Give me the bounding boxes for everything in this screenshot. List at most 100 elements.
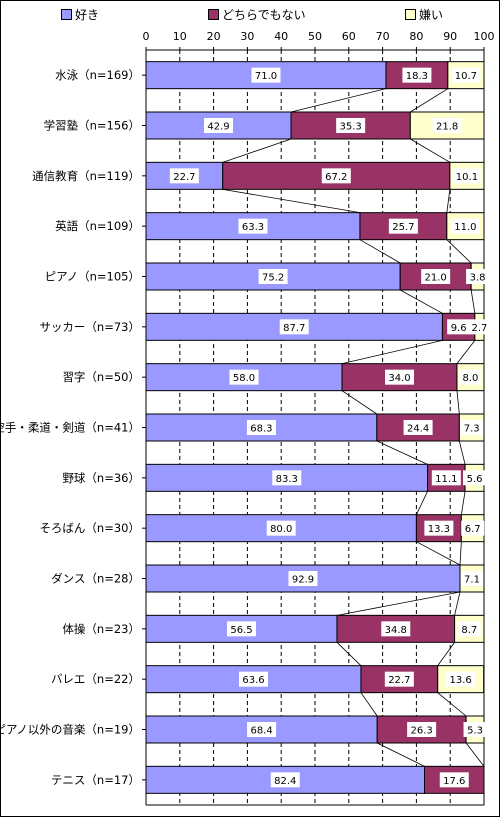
data-label: 82.4	[274, 776, 296, 787]
data-label-box	[226, 621, 256, 637]
category-label: ピアノ（n=105）	[45, 270, 140, 284]
category-label: 体操（n=23）	[62, 622, 140, 636]
series-connector-line	[410, 88, 449, 113]
series-connector-line	[460, 491, 466, 515]
legend-item-like: 好き	[61, 6, 99, 23]
data-label: 26.3	[411, 726, 433, 737]
legend-label-neutral: どちらでもない	[222, 8, 306, 22]
category-label: ダンス（n=28）	[51, 572, 140, 586]
data-label-box	[246, 420, 276, 435]
data-label-box	[424, 520, 454, 536]
series-connector-line	[290, 88, 387, 113]
data-label-box	[402, 67, 432, 83]
category-label: 学習塾（n=156）	[44, 119, 140, 133]
x-tick-label: 60	[342, 30, 356, 43]
data-label: 11.1	[435, 474, 457, 485]
category-label: 英語（n=109）	[55, 219, 140, 233]
data-label-box	[466, 269, 490, 284]
data-label-box	[238, 218, 268, 234]
data-label: 63.3	[242, 222, 264, 233]
data-label-box	[432, 118, 462, 133]
legend-swatch-neutral	[208, 9, 219, 20]
series-connector-line	[399, 289, 443, 314]
x-tick-label: 70	[376, 30, 390, 43]
data-label: 24.4	[407, 424, 429, 435]
data-label-box	[321, 168, 351, 184]
data-label-box	[463, 470, 487, 486]
data-label: 5.3	[467, 726, 483, 737]
data-label-box	[336, 118, 366, 133]
data-label-box	[272, 470, 302, 486]
data-label-box	[279, 319, 309, 335]
data-label-box	[238, 671, 268, 687]
data-label: 25.7	[392, 222, 414, 233]
series-connector-line	[454, 591, 461, 616]
data-label: 9.6	[451, 323, 467, 334]
series-connector-line	[416, 541, 461, 566]
category-label: テニス（n=17）	[51, 773, 140, 787]
data-label: 8.0	[463, 373, 479, 384]
series-connector-line	[376, 440, 428, 465]
data-label: 68.3	[250, 424, 272, 435]
series-connector-line	[336, 591, 461, 616]
legend-label-like: 好き	[75, 8, 100, 22]
series-connector-line	[456, 390, 460, 415]
data-label: 21.0	[425, 273, 447, 284]
series-connector-line	[456, 340, 476, 364]
x-tick-label: 90	[443, 30, 457, 43]
data-label: 8.7	[461, 625, 477, 636]
series-connector-line	[377, 742, 425, 767]
series-connector-line	[341, 339, 443, 365]
data-label-box	[247, 722, 277, 737]
legend-item-neutral: どちらでもない	[208, 6, 306, 23]
data-label: 68.4	[250, 726, 272, 737]
data-label: 92.9	[292, 575, 314, 586]
x-tick-label: 40	[274, 30, 288, 43]
series-connector-line	[437, 642, 455, 666]
series-connector-line	[446, 189, 451, 213]
data-label-box	[169, 168, 199, 184]
category-label: 通信教育（n=119）	[32, 169, 140, 183]
data-label: 10.7	[455, 71, 477, 82]
data-label: 10.1	[456, 172, 478, 183]
series-connector-line	[459, 541, 462, 566]
series-connector-line	[222, 188, 361, 214]
series-connector-line	[336, 642, 362, 666]
data-label: 13.6	[450, 675, 472, 686]
data-label: 11.0	[454, 222, 476, 233]
data-label-box	[288, 571, 318, 586]
data-label-box	[457, 621, 481, 637]
legend-item-dislike: 嫌い	[405, 6, 443, 23]
category-label: 空手・柔道・剣道（n=41）	[0, 421, 140, 435]
series-connector-line	[360, 692, 378, 717]
data-label: 34.8	[385, 625, 407, 636]
data-label-box	[229, 369, 259, 385]
data-label-box	[460, 571, 484, 586]
category-label: 水泳（n=169）	[55, 68, 140, 82]
data-label: 58.0	[233, 373, 255, 384]
data-label-box	[447, 319, 471, 335]
data-label: 56.5	[230, 625, 252, 636]
data-label: 22.7	[388, 675, 410, 686]
data-label: 13.3	[428, 524, 450, 535]
data-label-box	[270, 772, 300, 788]
data-label: 21.8	[436, 122, 458, 133]
legend: 好き どちらでもない 嫌い	[3, 3, 497, 26]
data-label: 87.7	[283, 323, 305, 334]
data-label: 22.7	[173, 172, 195, 183]
category-label: 野球（n=36）	[62, 471, 140, 485]
legend-label-dislike: 嫌い	[419, 8, 444, 22]
series-connector-line	[446, 239, 472, 264]
data-label-box	[385, 369, 414, 385]
category-label: 習字（n=50）	[62, 370, 140, 384]
x-tick-label: 100	[474, 30, 495, 43]
data-label-box	[460, 420, 484, 435]
data-label: 63.6	[242, 675, 264, 686]
data-label-box	[467, 319, 491, 335]
series-connector-line	[359, 239, 401, 264]
data-label: 35.3	[340, 122, 362, 133]
data-label: 34.0	[388, 373, 410, 384]
series-connector-line	[341, 390, 378, 415]
data-label-box	[381, 621, 411, 637]
x-tick-label: 50	[308, 30, 322, 43]
